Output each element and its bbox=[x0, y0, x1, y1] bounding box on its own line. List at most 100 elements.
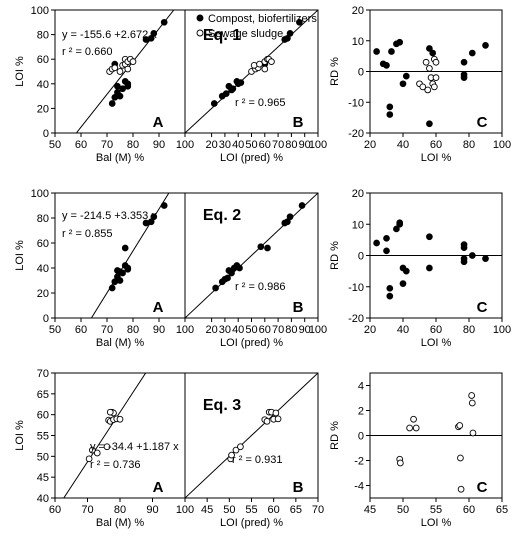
data-point-sludge bbox=[116, 415, 124, 423]
chart-panel-r1A: 50 60 70 80 90 100 0 20 40 60 80 100 Bal (M) % LOI % y… bbox=[14, 5, 194, 164]
x-tick-label: 80 bbox=[127, 139, 139, 151]
data-point-compost bbox=[460, 74, 468, 82]
data-point-compost bbox=[482, 42, 489, 49]
x-tick-label: 40 bbox=[397, 324, 409, 336]
data-point-sludge bbox=[263, 417, 271, 425]
y-tick-label: 60 bbox=[37, 410, 49, 422]
data-point-compost bbox=[228, 269, 235, 277]
data-point-compost bbox=[383, 234, 390, 242]
r-squared-label: r ² = 0.965 bbox=[235, 97, 285, 109]
data-point-compost bbox=[426, 264, 433, 272]
fit-line bbox=[185, 373, 318, 498]
data-point-compost bbox=[114, 82, 121, 90]
data-point-sludge bbox=[432, 74, 440, 82]
data-point-compost bbox=[426, 120, 433, 128]
panel-label: C bbox=[477, 299, 488, 316]
x-tick-label: 40 bbox=[232, 324, 244, 336]
panel-label: A bbox=[153, 114, 164, 131]
data-point-sludge bbox=[106, 408, 114, 416]
x-tick-label: 50 bbox=[223, 504, 235, 516]
y-tick-label: 40 bbox=[37, 263, 49, 275]
fit-line bbox=[75, 10, 175, 133]
data-point-compost bbox=[121, 244, 129, 252]
y-axis-label: LOI % bbox=[14, 240, 26, 271]
y-tick-label: 60 bbox=[37, 238, 49, 250]
data-point-sludge bbox=[228, 451, 235, 459]
x-tick-label: 70 bbox=[272, 139, 284, 151]
r-squared-label: r ² = 0.986 bbox=[235, 281, 285, 293]
data-point-compost bbox=[108, 100, 116, 107]
x-axis-label: LOI % bbox=[421, 337, 452, 349]
legend: Compost, biofertilizers Sewage sludge bbox=[196, 13, 317, 40]
data-point-sludge bbox=[232, 446, 240, 454]
data-point-compost bbox=[222, 90, 230, 97]
y-tick-label: 0 bbox=[358, 251, 364, 263]
data-point-compost bbox=[296, 18, 303, 26]
x-tick-label: 30 bbox=[219, 139, 231, 151]
y-tick-label: 40 bbox=[37, 493, 49, 505]
y-tick-label: -20 bbox=[348, 313, 364, 325]
data-point-compost bbox=[460, 244, 468, 252]
y-tick-label: 20 bbox=[37, 288, 49, 300]
y-axis-label: RD % bbox=[329, 57, 341, 86]
y-tick-label: 65 bbox=[37, 389, 49, 401]
panel-label: A bbox=[153, 479, 164, 496]
data-point-sludge bbox=[457, 485, 465, 493]
data-point-sludge bbox=[268, 58, 275, 66]
x-tick-label: 60 bbox=[75, 324, 87, 336]
data-point-sludge bbox=[424, 86, 432, 94]
x-tick-label: 90 bbox=[153, 139, 165, 151]
y-tick-label: 70 bbox=[37, 368, 49, 380]
equation-label: Eq. 2 bbox=[203, 207, 241, 224]
data-point-compost bbox=[460, 258, 468, 266]
x-tick-label: 60 bbox=[49, 504, 61, 516]
x-tick-label: 20 bbox=[364, 139, 376, 151]
data-point-compost bbox=[373, 48, 380, 55]
data-point-compost bbox=[236, 264, 243, 272]
data-point-compost bbox=[402, 72, 410, 80]
data-point-compost bbox=[150, 213, 158, 221]
x-tick-label: 45 bbox=[364, 504, 376, 516]
y-tick-label: 80 bbox=[37, 213, 49, 225]
data-point-compost bbox=[386, 292, 394, 300]
panel-label: B bbox=[293, 479, 304, 496]
data-point-compost bbox=[482, 255, 489, 262]
data-point-compost bbox=[150, 30, 158, 37]
x-tick-label: 100 bbox=[309, 139, 327, 151]
data-point-sludge bbox=[457, 454, 464, 462]
data-point-sludge bbox=[250, 61, 258, 69]
x-tick-label: 60 bbox=[259, 324, 271, 336]
r-squared-label: r ² = 0.931 bbox=[232, 454, 282, 466]
panel-label: C bbox=[477, 114, 488, 131]
data-point-sludge bbox=[431, 83, 438, 91]
equation-label: Eq. 3 bbox=[203, 397, 241, 414]
data-point-compost bbox=[124, 80, 132, 88]
x-tick-label: 20 bbox=[205, 324, 217, 336]
fit-line bbox=[63, 373, 147, 498]
x-tick-label: 100 bbox=[176, 139, 194, 151]
panel-label: B bbox=[293, 114, 304, 131]
data-point-compost bbox=[119, 85, 126, 93]
y-tick-label: 20 bbox=[37, 103, 49, 115]
data-point-compost bbox=[116, 92, 124, 100]
y-tick-label: 60 bbox=[37, 54, 49, 66]
y-tick-label: -10 bbox=[348, 282, 364, 294]
y-tick-label: 10 bbox=[352, 36, 364, 48]
data-point-compost bbox=[460, 58, 468, 66]
data-point-compost bbox=[426, 45, 433, 52]
data-point-compost bbox=[212, 284, 219, 292]
x-tick-label: 50 bbox=[49, 139, 61, 151]
x-tick-label: 70 bbox=[101, 139, 113, 151]
data-point-compost bbox=[257, 243, 265, 251]
data-point-compost bbox=[237, 79, 245, 86]
data-point-sludge bbox=[456, 422, 464, 429]
panel-label: B bbox=[293, 299, 304, 316]
x-axis-label: LOI % bbox=[421, 517, 452, 529]
data-point-compost bbox=[298, 202, 306, 209]
data-point-sludge bbox=[116, 68, 124, 75]
data-point-sludge bbox=[422, 58, 430, 66]
data-point-compost bbox=[210, 100, 218, 107]
data-point-compost bbox=[286, 30, 294, 37]
data-point-compost bbox=[386, 111, 394, 118]
